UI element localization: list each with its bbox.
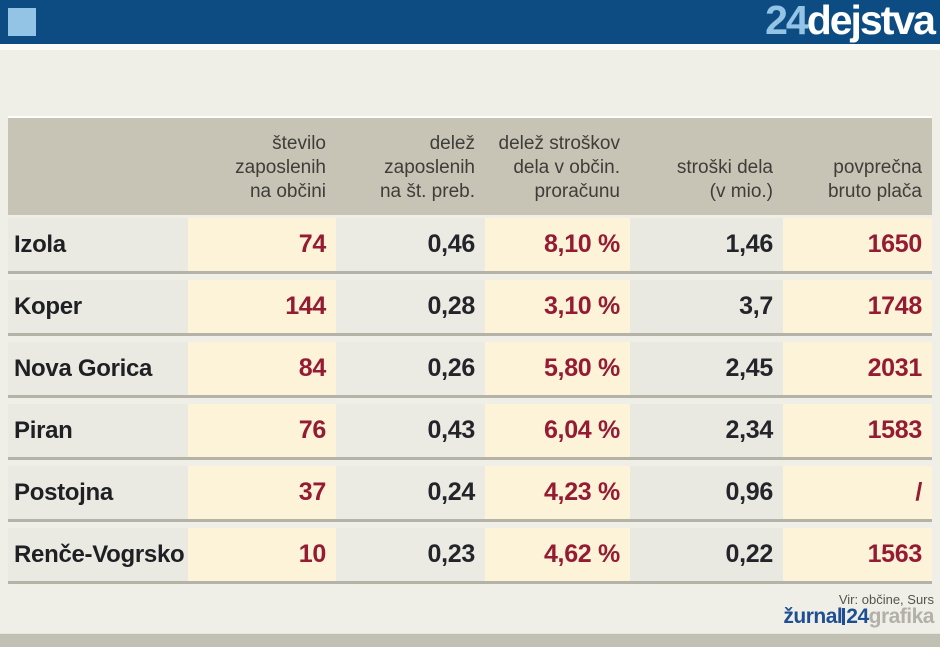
cell-salary: / <box>783 466 932 519</box>
col-header-share-pop: delež zaposlenih na št. preb. <box>379 133 475 202</box>
cell-share-pop: 0,24 <box>336 466 485 519</box>
credit-logo-bar-icon <box>842 608 846 625</box>
row-name: Izola <box>8 218 188 271</box>
cell-share-pop: 0,26 <box>336 342 485 395</box>
row-name: Nova Gorica <box>8 342 188 395</box>
table-row: Piran 76 0,43 6,04 % 2,34 1583 <box>8 404 932 457</box>
col-header-costs: stroški dela (v mio.) <box>676 157 773 202</box>
cell-share-budget: 3,10 % <box>485 280 630 333</box>
site-logo-24: 24 <box>765 0 809 43</box>
source-note: Vir: občine, Surs <box>838 592 934 607</box>
cell-employees: 84 <box>188 342 336 395</box>
cell-share-budget: 4,62 % <box>485 528 630 581</box>
row-separator <box>8 395 932 398</box>
row-separator <box>8 457 932 460</box>
table-header-row: število zaposlenih na občini delež zapos… <box>8 118 932 215</box>
cell-costs: 3,7 <box>630 280 783 333</box>
cell-employees: 10 <box>188 528 336 581</box>
cell-share-pop: 0,46 <box>336 218 485 271</box>
cell-share-budget: 5,80 % <box>485 342 630 395</box>
row-separator <box>8 333 932 336</box>
col-header-employees: število zaposlenih na občini <box>235 133 326 202</box>
municipality-table: število zaposlenih na občini delež zapos… <box>8 116 932 584</box>
cell-costs: 2,45 <box>630 342 783 395</box>
cell-costs: 0,22 <box>630 528 783 581</box>
row-name: Piran <box>8 404 188 457</box>
masthead-divider <box>0 44 940 50</box>
cell-share-budget: 6,04 % <box>485 404 630 457</box>
credit-logo-24: 24 <box>846 605 869 628</box>
masthead-bar: 24dejstva <box>0 0 940 44</box>
row-name: Postojna <box>8 466 188 519</box>
cell-employees: 74 <box>188 218 336 271</box>
cell-employees: 76 <box>188 404 336 457</box>
credit-logo-grafika: grafika <box>868 605 935 628</box>
table-row: Izola 74 0,46 8,10 % 1,46 1650 <box>8 218 932 271</box>
row-separator <box>8 519 932 522</box>
cell-costs: 2,34 <box>630 404 783 457</box>
cell-employees: 144 <box>188 280 336 333</box>
cell-costs: 1,46 <box>630 218 783 271</box>
row-name: Renče-Vogrsko <box>8 528 188 581</box>
table-row: Koper 144 0,28 3,10 % 3,7 1748 <box>8 280 932 333</box>
credit-logo: žurnal 24grafika <box>783 605 934 629</box>
cell-share-pop: 0,23 <box>336 528 485 581</box>
table-row: Postojna 37 0,24 4,23 % 0,96 / <box>8 466 932 519</box>
cell-salary: 1563 <box>783 528 932 581</box>
cell-salary: 1650 <box>783 218 932 271</box>
credit-logo-zurnal: žurnal <box>783 605 843 628</box>
col-header-salary: povprečna bruto plača <box>827 157 922 202</box>
site-logo: 24dejstva <box>765 0 936 43</box>
row-separator <box>8 581 932 584</box>
cell-share-budget: 8,10 % <box>485 218 630 271</box>
cell-salary: 1748 <box>783 280 932 333</box>
row-separator <box>8 271 932 274</box>
table-row: Renče-Vogrsko 10 0,23 4,62 % 0,22 1563 <box>8 528 932 581</box>
row-name: Koper <box>8 280 188 333</box>
site-logo-dejstva: dejstva <box>806 0 936 43</box>
cell-costs: 0,96 <box>630 466 783 519</box>
masthead-square-icon <box>8 8 36 36</box>
cell-share-pop: 0,43 <box>336 404 485 457</box>
cell-share-budget: 4,23 % <box>485 466 630 519</box>
col-header-share-budget: delež stroškov dela v občin. proračunu <box>498 133 620 202</box>
cell-salary: 2031 <box>783 342 932 395</box>
cell-employees: 37 <box>188 466 336 519</box>
cell-share-pop: 0,28 <box>336 280 485 333</box>
bottom-bar <box>0 633 940 647</box>
table-row: Nova Gorica 84 0,26 5,80 % 2,45 2031 <box>8 342 932 395</box>
cell-salary: 1583 <box>783 404 932 457</box>
